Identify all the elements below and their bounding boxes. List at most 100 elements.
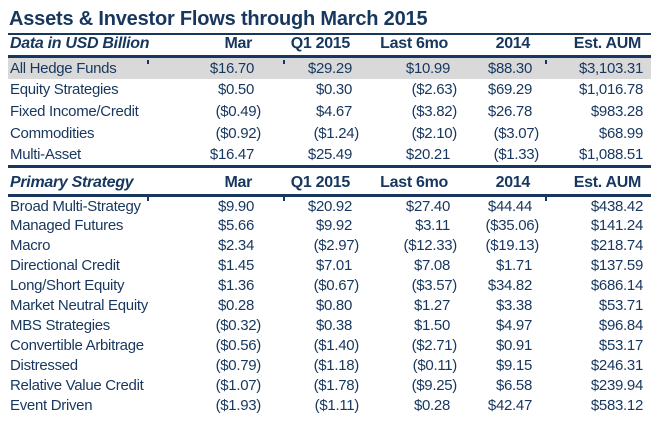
table-row: Distressed ($0.79) ($1.18) ($0.11) $9.15 $246… xyxy=(8,356,651,376)
row-label: Convertible Arbitrage xyxy=(10,337,144,354)
header-row: Primary Strategy Mar Q1 2015 Last 6mo 2014 Es… xyxy=(8,174,651,196)
table-row: Broad Multi-Strategy $9.90 $20.92 $27.40 $44… xyxy=(8,196,651,216)
table-row: All Hedge Funds $16.70 $29.29 $10.99 $88.30 $… xyxy=(8,56,651,79)
row-label: Event Driven xyxy=(10,397,93,414)
column-header: Mar xyxy=(224,174,252,191)
value-cell: ($1.18) xyxy=(313,357,360,374)
value-cell: ($0.56) xyxy=(215,337,262,354)
value-cell: $141.24 xyxy=(590,217,643,234)
value-cell: $0.50 xyxy=(217,81,254,98)
table-row: Commodities ($0.92) ($1.24) ($2.10) ($3.07) $… xyxy=(8,123,651,145)
value-cell: ($2.63) xyxy=(411,81,458,98)
value-cell: $983.28 xyxy=(590,103,643,120)
page-title: Assets & Investor Flows through March 20… xyxy=(9,8,428,30)
tables-container: Data in USD Billion Mar Q1 2015 Last 6mo 201… xyxy=(8,33,659,416)
table-row: Managed Futures $5.66 $9.92 $3.11 ($35.06) $1… xyxy=(8,216,651,236)
value-cell: $4.97 xyxy=(495,317,532,334)
value-cell: $4.67 xyxy=(315,103,352,120)
value-cell: $0.91 xyxy=(495,337,532,354)
value-cell: $7.01 xyxy=(315,257,352,274)
value-cell: $0.28 xyxy=(413,397,450,414)
value-cell: ($1.07) xyxy=(215,377,262,394)
value-cell: $1.50 xyxy=(413,317,450,334)
row-label: Fixed Income/Credit xyxy=(10,103,139,120)
table-section-aggregate-flows: Data in USD Billion Mar Q1 2015 Last 6mo 201… xyxy=(8,33,651,168)
value-cell: ($0.11) xyxy=(412,357,458,374)
row-label: Directional Credit xyxy=(10,257,120,274)
column-header: 2014 xyxy=(495,35,531,52)
value-cell: $1.36 xyxy=(217,277,254,294)
value-cell: $1.27 xyxy=(413,297,450,314)
row-label: Broad Multi-Strategy xyxy=(10,197,141,215)
row-label: Long/Short Equity xyxy=(10,277,125,294)
value-cell: $2.34 xyxy=(217,237,254,254)
value-cell: ($1.93) xyxy=(215,397,262,414)
row-label: Commodities xyxy=(10,125,95,142)
value-cell: $6.58 xyxy=(495,377,532,394)
table-row: Relative Value Credit ($1.07) ($1.78) ($9.2… xyxy=(8,376,651,396)
value-cell: $0.28 xyxy=(217,297,254,314)
value-cell: ($2.10) xyxy=(411,125,458,142)
value-cell: ($3.07) xyxy=(493,125,540,142)
value-cell: $583.12 xyxy=(590,397,643,414)
value-cell: ($0.49) xyxy=(215,103,262,120)
value-cell: ($1.11) xyxy=(314,397,360,414)
value-cell: $246.31 xyxy=(590,357,643,374)
table-row: Event Driven ($1.93) ($1.11) $0.28 $42.47 $58… xyxy=(8,396,651,416)
table-row: Multi-Asset $16.47 $25.49 $20.21 ($1.33) $1,0… xyxy=(8,145,651,167)
value-cell: $1,088.51 xyxy=(578,146,643,164)
table-row: MBS Strategies ($0.32) $0.38 $1.50 $4.97 $96.… xyxy=(8,316,651,336)
column-header: Last 6mo xyxy=(380,174,448,191)
value-cell: ($9.25) xyxy=(411,377,458,394)
table-section-primary-strategy-flows: Primary Strategy Mar Q1 2015 Last 6mo 2014 Es… xyxy=(8,174,651,416)
value-cell: ($12.33) xyxy=(403,237,458,254)
value-cell: ($2.71) xyxy=(411,337,458,354)
value-cell: $1.45 xyxy=(217,257,254,274)
value-cell: $25.49 xyxy=(307,146,352,164)
row-label: Relative Value Credit xyxy=(10,377,144,394)
value-cell: $88.30 xyxy=(487,59,532,77)
value-cell: $1,016.78 xyxy=(578,81,643,98)
table-row: Equity Strategies $0.50 $0.30 ($2.63) $69.29… xyxy=(8,79,651,101)
value-cell: $3.38 xyxy=(495,297,532,314)
row-label: Distressed xyxy=(10,357,78,374)
table-row: Market Neutral Equity $0.28 $0.80 $1.27 $3.3… xyxy=(8,296,651,316)
value-cell: $9.15 xyxy=(495,357,532,374)
table-row: Convertible Arbitrage ($0.56) ($1.40) ($2.7… xyxy=(8,336,651,356)
value-cell: $53.17 xyxy=(598,337,643,354)
value-cell: ($1.78) xyxy=(313,377,360,394)
value-cell: ($0.67) xyxy=(313,277,360,294)
value-cell: $10.99 xyxy=(405,59,450,77)
value-cell: $0.80 xyxy=(315,297,352,314)
value-cell: $137.59 xyxy=(590,257,643,274)
row-label: All Hedge Funds xyxy=(10,59,117,77)
value-cell: $20.92 xyxy=(307,197,352,215)
row-label: Market Neutral Equity xyxy=(10,297,148,314)
value-cell: ($1.40) xyxy=(313,337,360,354)
value-cell: $68.99 xyxy=(598,125,643,142)
value-cell: ($3.82) xyxy=(411,103,458,120)
row-label: Macro xyxy=(10,237,51,254)
value-cell: $29.29 xyxy=(307,59,352,77)
value-cell: $69.29 xyxy=(487,81,532,98)
value-cell: $16.47 xyxy=(209,146,254,164)
value-cell: $20.21 xyxy=(405,146,450,164)
row-label: Managed Futures xyxy=(10,217,124,234)
column-boundary-tick xyxy=(147,60,149,64)
value-cell: ($19.13) xyxy=(485,237,540,254)
value-cell: ($1.24) xyxy=(313,125,360,142)
value-cell: $27.40 xyxy=(405,197,450,215)
value-cell: ($0.92) xyxy=(215,125,262,142)
row-label: MBS Strategies xyxy=(10,317,111,334)
column-header: Est. AUM xyxy=(573,35,642,52)
column-header: Est. AUM xyxy=(573,174,642,191)
value-cell: $239.94 xyxy=(590,377,643,394)
flows-table-primary-strategy-flows: Primary Strategy Mar Q1 2015 Last 6mo 2014 Es… xyxy=(8,174,651,416)
value-cell: $53.71 xyxy=(598,297,643,314)
value-cell: ($35.06) xyxy=(485,217,540,234)
value-cell: $26.78 xyxy=(487,103,532,120)
value-cell: $686.14 xyxy=(590,277,643,294)
value-cell: $438.42 xyxy=(590,197,643,215)
value-cell: $218.74 xyxy=(590,237,643,254)
